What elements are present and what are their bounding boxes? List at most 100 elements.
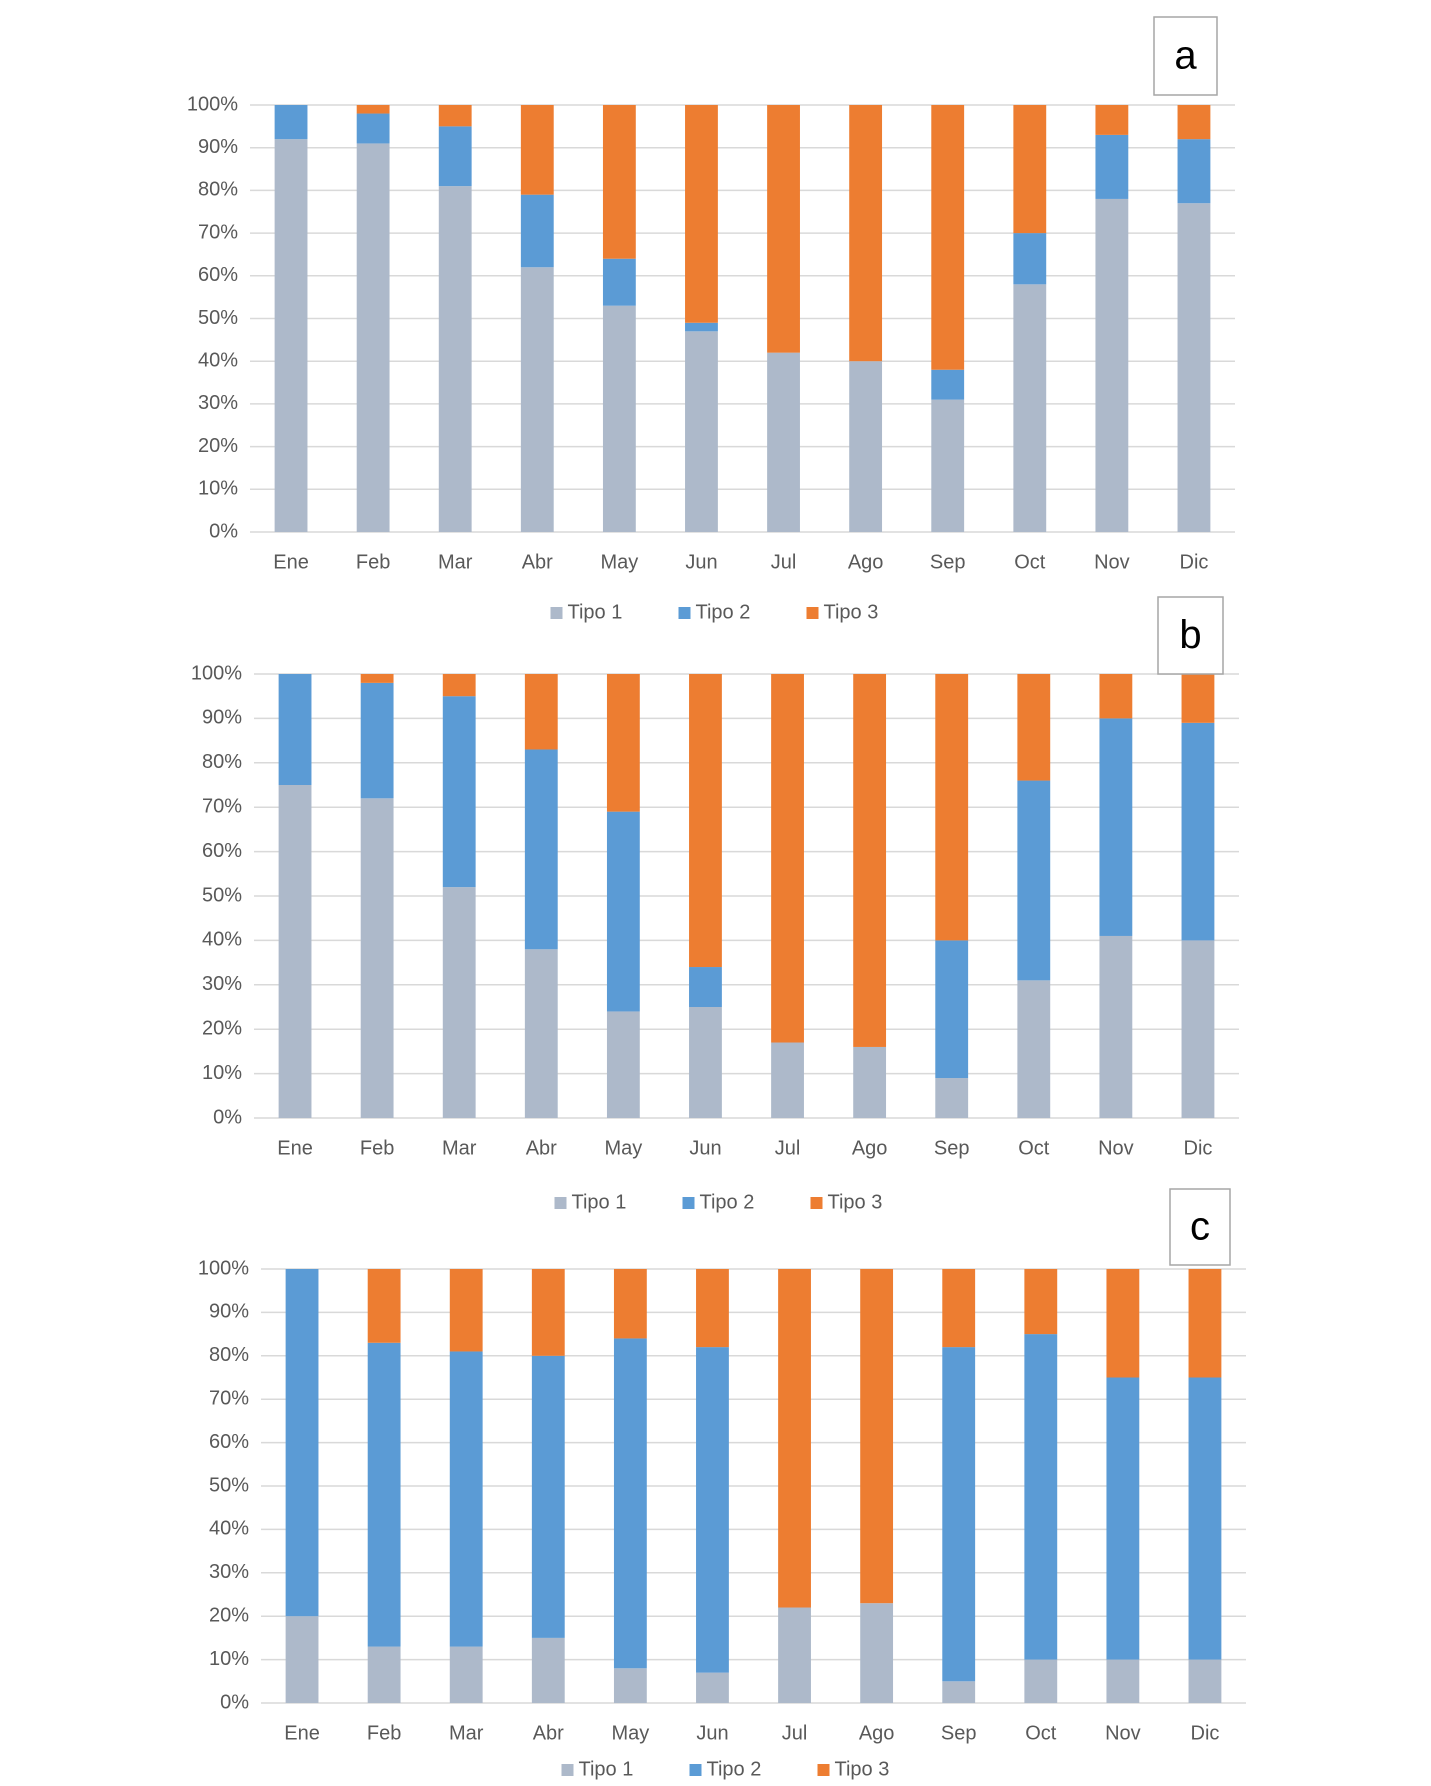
x-tick-label: Feb [367,1722,401,1744]
bar-segment [524,674,558,750]
bar-segment [853,674,887,1047]
bar-segment [1106,1269,1140,1378]
bar-segment [935,674,969,941]
bar-segment [531,1637,565,1703]
x-tick-label: Mar [438,551,473,573]
x-tick-label: Dic [1191,1722,1220,1744]
x-tick-label: Ene [284,1722,320,1744]
bar-segment [602,305,636,532]
x-tick-label: Feb [356,551,390,573]
bar-segment [1181,674,1215,723]
legend-swatch [561,1764,574,1776]
y-tick-label: 70% [209,1387,249,1409]
x-tick-label: Sep [930,551,966,573]
y-tick-label: 0% [213,1106,242,1128]
y-tick-label: 50% [209,1474,249,1496]
bar-segment [524,749,558,950]
bar-segment [1099,718,1133,936]
bar-segment [696,1347,729,1673]
bar-segment [767,105,800,353]
bar-segment [356,113,390,144]
y-tick-label: 30% [202,973,242,995]
bar-segment [1024,1269,1058,1335]
bar-segment [360,798,394,1118]
bar-segment [356,143,390,532]
bar-segment [1188,1659,1222,1703]
bar-segment [1024,1334,1058,1660]
bar-segment [531,1269,565,1356]
bar-segment [1099,935,1133,1118]
legend-label: Tipo 1 [572,1191,627,1213]
legend-swatch [806,607,819,619]
y-tick-label: 90% [209,1301,249,1323]
x-tick-label: May [604,1137,642,1159]
legend-swatch [817,1764,830,1776]
y-tick-label: 100% [198,1257,249,1279]
bar-segment [689,674,722,968]
legend-label: Tipo 3 [835,1758,890,1780]
bar-segment [442,674,476,697]
bar-segment [524,949,558,1118]
y-tick-label: 50% [202,884,242,906]
bar-segment [606,1011,640,1118]
bar-segment [442,696,476,888]
x-tick-label: Sep [941,1722,977,1744]
bar-segment [1013,105,1047,234]
bar-segment [1106,1659,1140,1703]
bar-segment [356,105,390,114]
x-tick-label: Feb [360,1137,394,1159]
y-tick-label: 40% [198,349,238,371]
x-tick-label: Mar [442,1137,477,1159]
x-tick-label: Jul [782,1722,808,1744]
panel-label: c [1190,1205,1210,1249]
x-tick-label: Abr [533,1722,564,1744]
bar-segment [771,1042,804,1118]
y-tick-label: 0% [220,1691,249,1713]
legend-swatch [678,607,691,619]
bar-segment [1177,203,1211,532]
y-tick-label: 70% [198,221,238,243]
y-tick-label: 80% [209,1344,249,1366]
bar-segment [520,105,554,195]
y-tick-label: 10% [198,478,238,500]
panel-box [1169,1188,1231,1266]
bar-segment [942,1681,976,1703]
bar-segment [778,1269,811,1608]
bar-segment [1013,284,1047,532]
bar-segment [771,674,804,1043]
bar-segment [442,887,476,1118]
bar-segment [1188,1377,1222,1660]
bar-segment [520,194,554,268]
y-tick-label: 20% [198,435,238,457]
x-tick-label: Jun [696,1722,728,1744]
bar-segment [1181,940,1215,1118]
bar-segment [449,1351,483,1647]
bar-segment [1099,674,1133,719]
y-tick-label: 0% [209,520,238,542]
legend-swatch [689,1764,702,1776]
bar-segment [1095,105,1129,135]
panel-box [1157,596,1224,675]
bar-segment [360,682,394,799]
bar-segment [438,126,472,187]
y-tick-label: 30% [209,1561,249,1583]
x-tick-label: Jun [685,551,717,573]
y-tick-label: 90% [202,707,242,729]
bar-segment [613,1668,647,1703]
bar-segment [689,1007,722,1118]
bar-segment [531,1355,565,1638]
x-tick-label: Ene [277,1137,313,1159]
bar-segment [438,186,472,532]
y-tick-label: 100% [191,662,242,684]
y-tick-label: 20% [209,1604,249,1626]
bar-segment [285,1269,319,1617]
x-tick-label: Ago [859,1722,895,1744]
bar-segment [1106,1377,1140,1660]
bar-segment [274,105,308,140]
x-tick-label: Mar [449,1722,484,1744]
x-tick-label: Ago [852,1137,888,1159]
bar-segment [602,258,636,306]
y-tick-label: 60% [209,1431,249,1453]
y-tick-label: 40% [209,1518,249,1540]
